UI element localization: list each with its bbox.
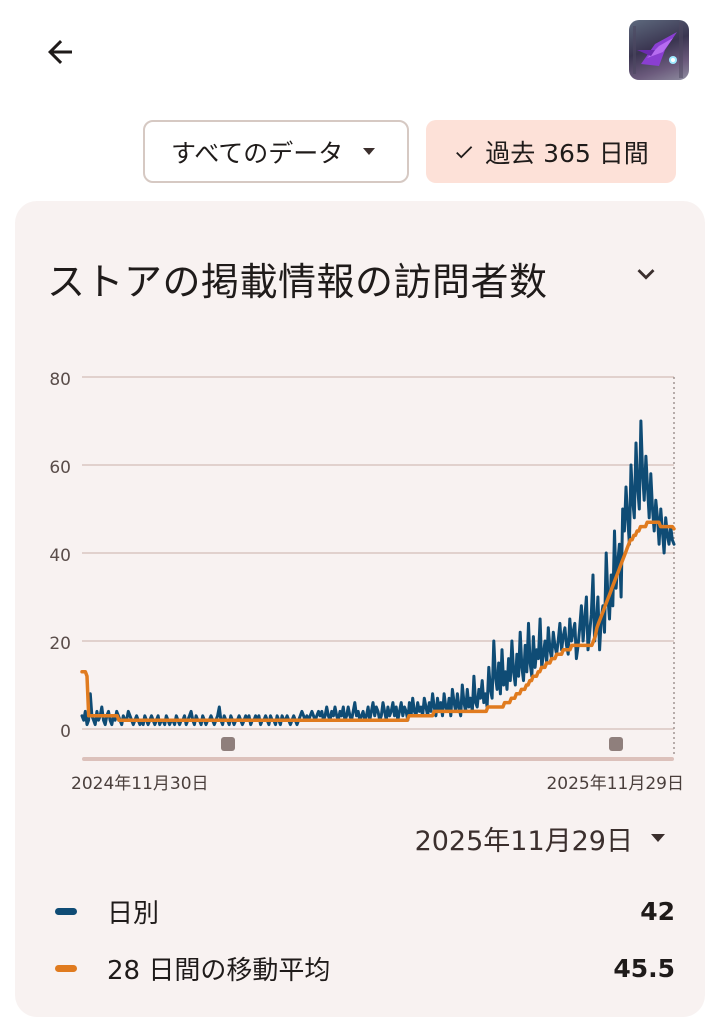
y-tick-label: 20 (49, 634, 71, 654)
y-tick-label: 0 (60, 722, 71, 742)
y-tick-label: 40 (49, 546, 71, 566)
range-slider-handle-start[interactable] (221, 737, 235, 751)
card-title: ストアの掲載情報の訪問者数 (47, 260, 548, 304)
date-range-chip[interactable]: 過去 365 日間 (426, 120, 676, 183)
range-slider-track[interactable] (82, 757, 674, 761)
legend-label-moving-average: 28 日間の移動平均 (107, 955, 331, 986)
legend-swatch-daily (55, 907, 77, 915)
legend-row-daily: 日別 42 (55, 891, 675, 931)
series-line-daily (80, 419, 676, 727)
arrow-left-icon (48, 40, 72, 64)
back-button[interactable] (36, 28, 84, 76)
caret-down-icon (363, 148, 375, 155)
chevron-down-icon (637, 269, 655, 280)
app-icon[interactable] (629, 20, 689, 80)
legend-swatch-moving-average (55, 964, 77, 972)
legend-row-moving-average: 28 日間の移動平均 45.5 (55, 948, 675, 988)
y-tick-label: 60 (49, 458, 71, 478)
legend-value-daily: 42 (640, 896, 675, 926)
legend-value-moving-average: 45.5 (613, 953, 675, 983)
x-tick-label-end: 2025年11月29日 (546, 774, 684, 794)
selected-date-dropdown[interactable]: 2025年11月29日 (415, 819, 665, 858)
date-range-label: 過去 365 日間 (485, 138, 649, 168)
visitors-chart[interactable]: 0 20 40 60 80 2024年11月30日 2025年11月29日 (15, 201, 705, 801)
caret-down-icon (651, 834, 665, 842)
data-scope-label: すべてのデータ (171, 138, 344, 168)
game-app-icon (633, 22, 683, 78)
range-slider-handle-end[interactable] (609, 737, 623, 751)
check-icon (456, 145, 473, 158)
x-tick-label-start: 2024年11月30日 (71, 774, 209, 794)
data-scope-dropdown[interactable]: すべてのデータ (143, 120, 409, 183)
selected-date-label: 2025年11月29日 (414, 826, 633, 857)
y-tick-label: 80 (49, 370, 71, 390)
series-line-moving-average (80, 520, 676, 722)
collapse-button[interactable] (621, 249, 671, 299)
legend-label-daily: 日別 (107, 898, 160, 929)
visitors-card: ストアの掲載情報の訪問者数 0 20 40 60 80 2024年11月30日 2025年… (15, 201, 705, 1017)
